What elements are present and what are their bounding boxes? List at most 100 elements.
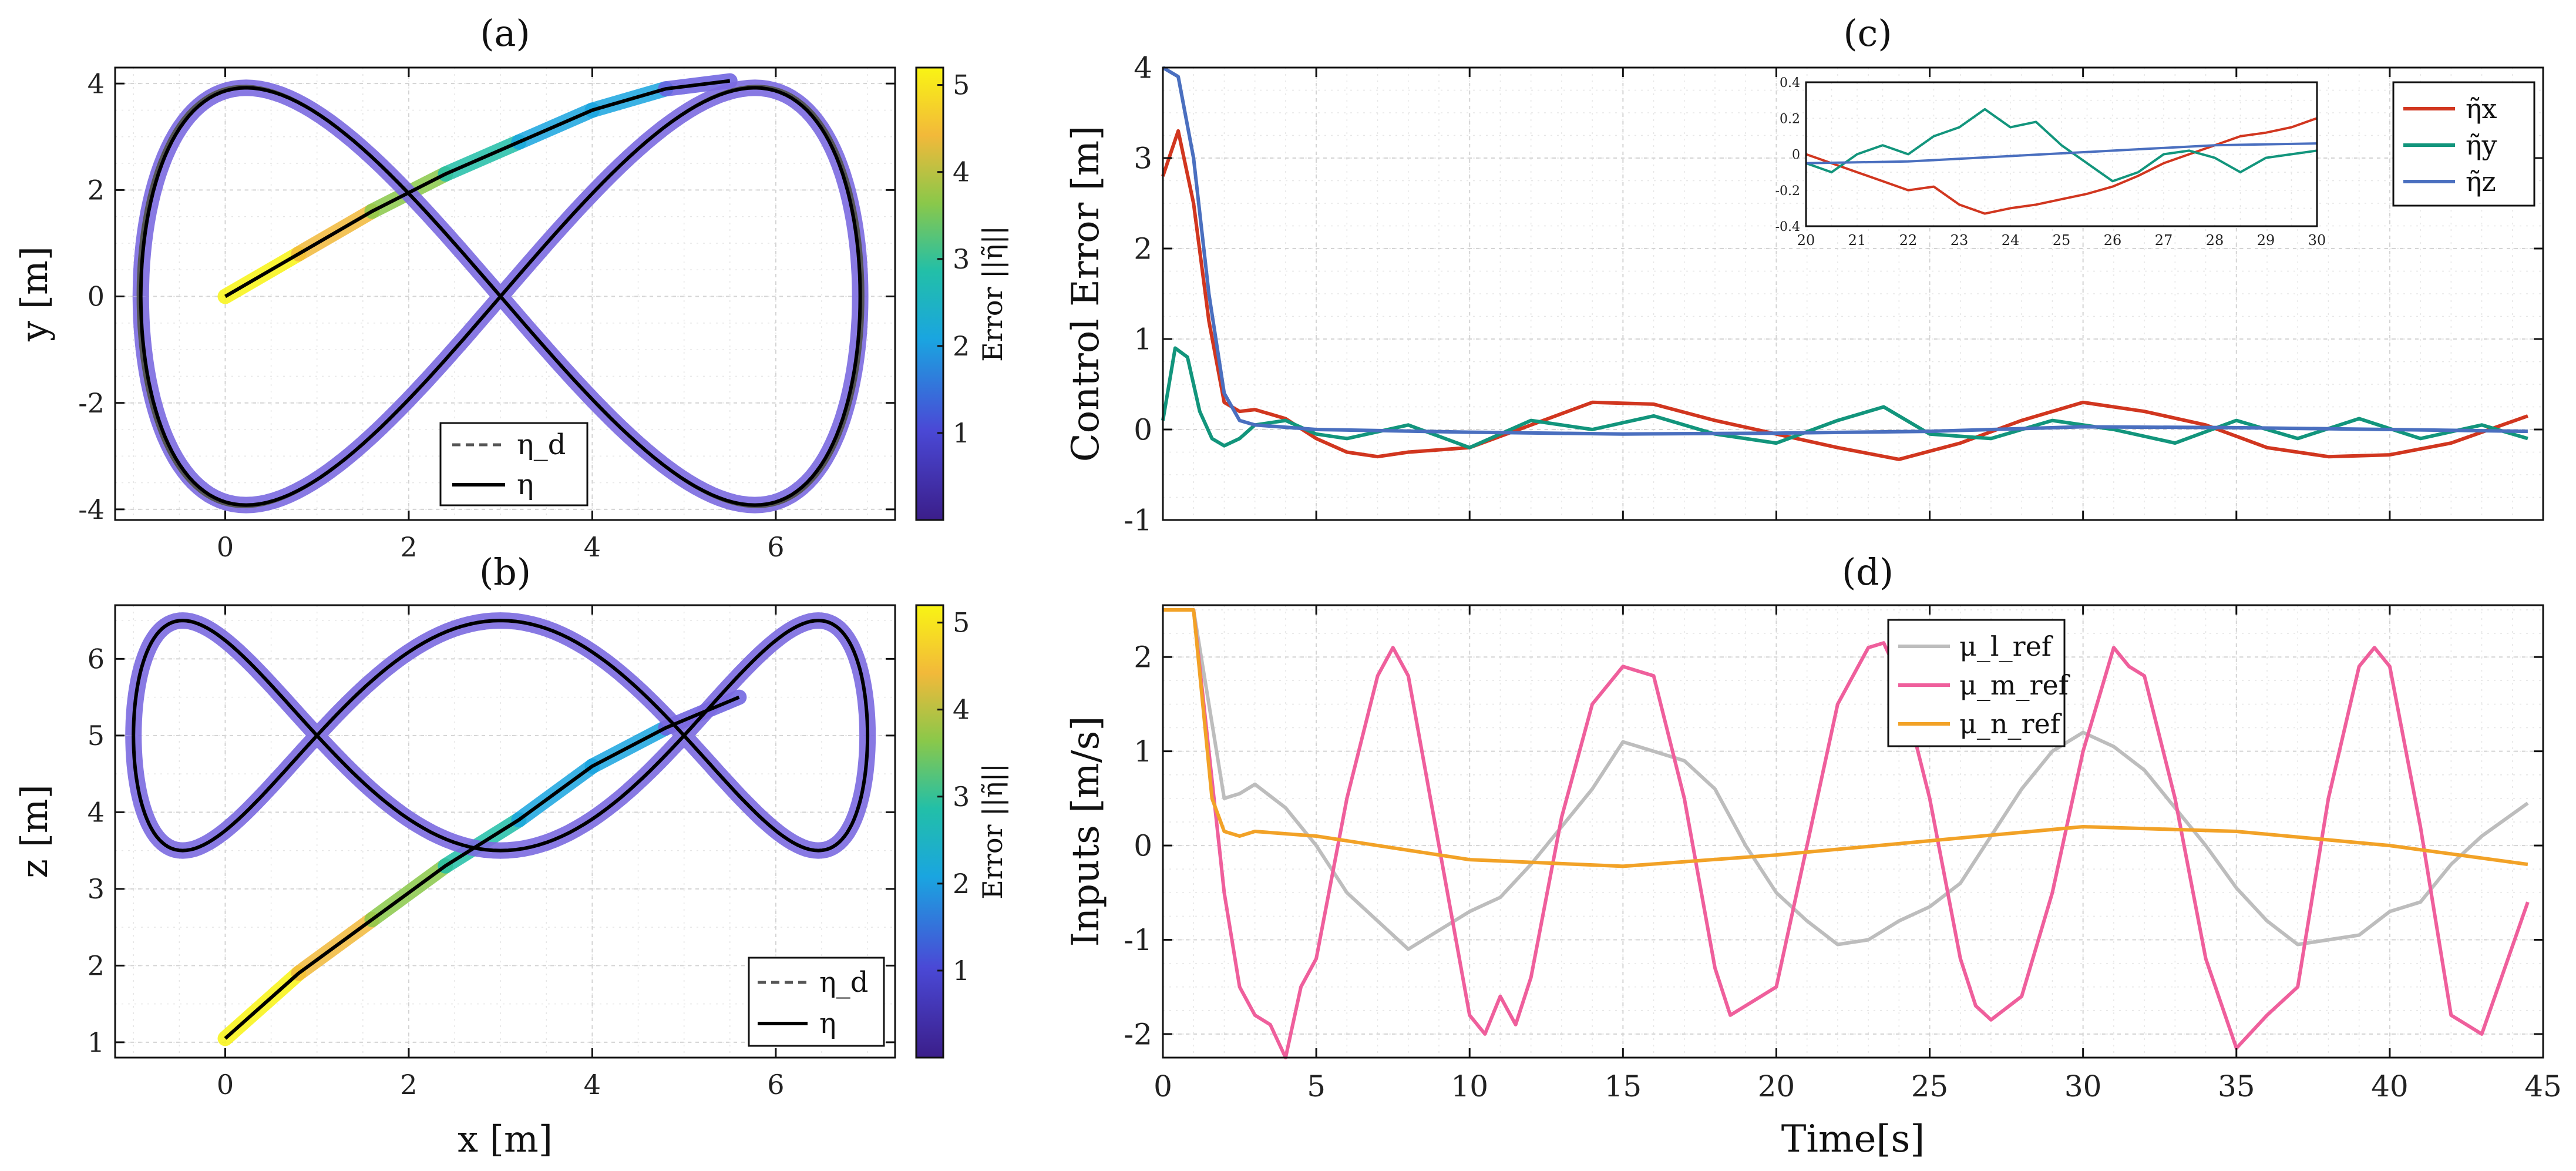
panel-label: (b) xyxy=(479,551,531,593)
x-tick-label: 6 xyxy=(767,531,784,563)
inset-x-tick-label: 28 xyxy=(2206,232,2224,249)
inset-x-tick-label: 30 xyxy=(2308,232,2326,249)
legend: μ_l_ref μ_m_ref μ_n_ref xyxy=(1887,619,2070,747)
inset-y-tick-label: 0 xyxy=(1792,148,1800,163)
x-tick-label: 0 xyxy=(217,531,234,563)
y-tick-label: 1 xyxy=(1134,734,1152,769)
y-tick-label: 2 xyxy=(88,949,105,981)
y-tick-label: 2 xyxy=(1134,640,1152,675)
legend-label: η̃y xyxy=(2466,129,2497,161)
colorbar-tick-label: 3 xyxy=(953,781,970,813)
legend-label: μ_n_ref xyxy=(1959,708,2062,740)
legend-label: η_d xyxy=(819,966,868,999)
y-tick-label: 2 xyxy=(88,174,105,206)
y-tick-label: 0 xyxy=(88,281,105,313)
series-line xyxy=(1163,608,2529,951)
inset-x-tick-label: 27 xyxy=(2155,232,2173,249)
inset-x-tick-label: 26 xyxy=(2104,232,2122,249)
panel-label: (c) xyxy=(1843,12,1892,55)
axis-frame xyxy=(114,604,896,1059)
actual-trajectory xyxy=(139,86,862,507)
series-line xyxy=(1163,608,2528,868)
inset-y-tick-label: 0.2 xyxy=(1780,112,1800,126)
x-tick-label: 0 xyxy=(217,1069,234,1100)
legend-label: η xyxy=(819,1007,836,1040)
inset-y-tick-label: -0.2 xyxy=(1775,184,1800,199)
colorbar-tick-label: 1 xyxy=(953,417,970,449)
colorbar-tick-label: 2 xyxy=(953,868,970,900)
colorbar-tick-label: 3 xyxy=(953,243,970,275)
inset-x-tick-label: 29 xyxy=(2257,232,2275,249)
legend: η_d η xyxy=(748,957,885,1047)
y-tick-label: 0 xyxy=(1134,829,1152,863)
colorbar-tick-label: 2 xyxy=(953,330,970,362)
x-tick-label: 2 xyxy=(400,531,417,563)
y-tick-label: -1 xyxy=(1124,504,1152,538)
inset-series-line xyxy=(1805,142,2318,165)
x-tick-label: 40 xyxy=(2371,1069,2409,1103)
axis-frame xyxy=(1162,604,2544,1059)
y-tick-label: 2 xyxy=(1134,232,1152,266)
legend-label: η xyxy=(517,468,534,501)
panel-b-trajectory-xz: 0 2 4 6 1 2 3 4 5 6 (b) z [m] x [m] η_d η 1 2 3 4 5 Error ||… xyxy=(13,551,1008,1160)
legend-box xyxy=(748,957,885,1047)
inset-frame xyxy=(1805,81,2318,227)
legend: η_d η xyxy=(439,422,588,506)
y-tick-label: 3 xyxy=(88,873,105,905)
inset-y-tick-label: 0.4 xyxy=(1780,76,1800,90)
y-tick-label: -2 xyxy=(78,387,105,419)
series-line xyxy=(1162,66,2528,436)
colorbar-label: Error ||η̃|| xyxy=(977,763,1008,899)
inset-x-tick-label: 20 xyxy=(1797,232,1815,249)
legend-label: μ_m_ref xyxy=(1959,669,2070,701)
x-tick-label: 5 xyxy=(1307,1069,1326,1103)
colorbar-tick-label: 1 xyxy=(953,955,970,987)
x-axis-label: Time[s] xyxy=(1781,1118,1925,1161)
inset-x-tick-label: 22 xyxy=(1899,232,1918,249)
x-tick-label: 4 xyxy=(584,531,601,563)
x-tick-label: 4 xyxy=(584,1069,601,1100)
panel-label: (a) xyxy=(480,12,530,55)
y-axis-label: z [m] xyxy=(13,784,56,878)
y-axis-label: y [m] xyxy=(13,246,56,342)
legend-label: η_d xyxy=(517,428,566,461)
colorbar-tick-label: 4 xyxy=(953,156,970,188)
legend: η̃x η̃y η̃z xyxy=(2392,81,2535,207)
series-line xyxy=(1163,608,2530,1059)
inset-series-line xyxy=(1805,108,2318,183)
actual-trajectory xyxy=(132,619,870,853)
panel-label: (d) xyxy=(1842,551,1894,593)
colorbar xyxy=(915,66,944,521)
inset-x-tick-label: 25 xyxy=(2053,232,2071,249)
legend-label: μ_l_ref xyxy=(1959,630,2053,662)
y-tick-label: -4 xyxy=(78,494,105,525)
x-axis-label: x [m] xyxy=(458,1118,553,1160)
colorbar-tick-label: 4 xyxy=(953,694,970,726)
axis-frame xyxy=(1162,66,2544,521)
actual-transient xyxy=(224,695,740,1040)
x-tick-label: 35 xyxy=(2218,1069,2255,1103)
y-tick-label: 1 xyxy=(1134,323,1152,357)
legend-label: η̃z xyxy=(2466,166,2496,197)
x-tick-label: 6 xyxy=(767,1069,784,1100)
y-tick-label: 4 xyxy=(88,796,105,828)
x-tick-label: 2 xyxy=(400,1069,417,1100)
y-tick-label: 1 xyxy=(88,1026,105,1058)
colorbar xyxy=(915,604,944,1059)
x-tick-label: 15 xyxy=(1605,1069,1642,1103)
series-line xyxy=(1161,346,2528,449)
y-axis-label: Control Error [m] xyxy=(1064,126,1108,462)
x-tick-label: 30 xyxy=(2064,1069,2102,1103)
y-axis-label: Inputs [m/s] xyxy=(1064,716,1108,947)
legend-label: η̃x xyxy=(2466,93,2497,125)
panel-d-inputs: 0 5 10 15 20 25 30 35 40 45 -2 -1 0 1 2 (d) Inputs [m/s]… xyxy=(1064,551,2562,1161)
y-tick-label: 4 xyxy=(1134,51,1152,85)
inset-x-tick-label: 21 xyxy=(1848,232,1867,249)
x-tick-label: 25 xyxy=(1911,1069,1949,1103)
legend-box xyxy=(439,422,588,506)
x-tick-label: 45 xyxy=(2524,1069,2562,1103)
inset-plot: 20 21 22 23 24 25 26 27 28 29 30 -0.4 -0.2 0 0.2 0.4 xyxy=(1775,76,2326,249)
panel-a-trajectory-xy: 0 2 4 6 -4 -2 0 2 4 (a) y [m] η_d η 1 2 3 4 5 Error ||η̃|| xyxy=(13,12,1008,563)
